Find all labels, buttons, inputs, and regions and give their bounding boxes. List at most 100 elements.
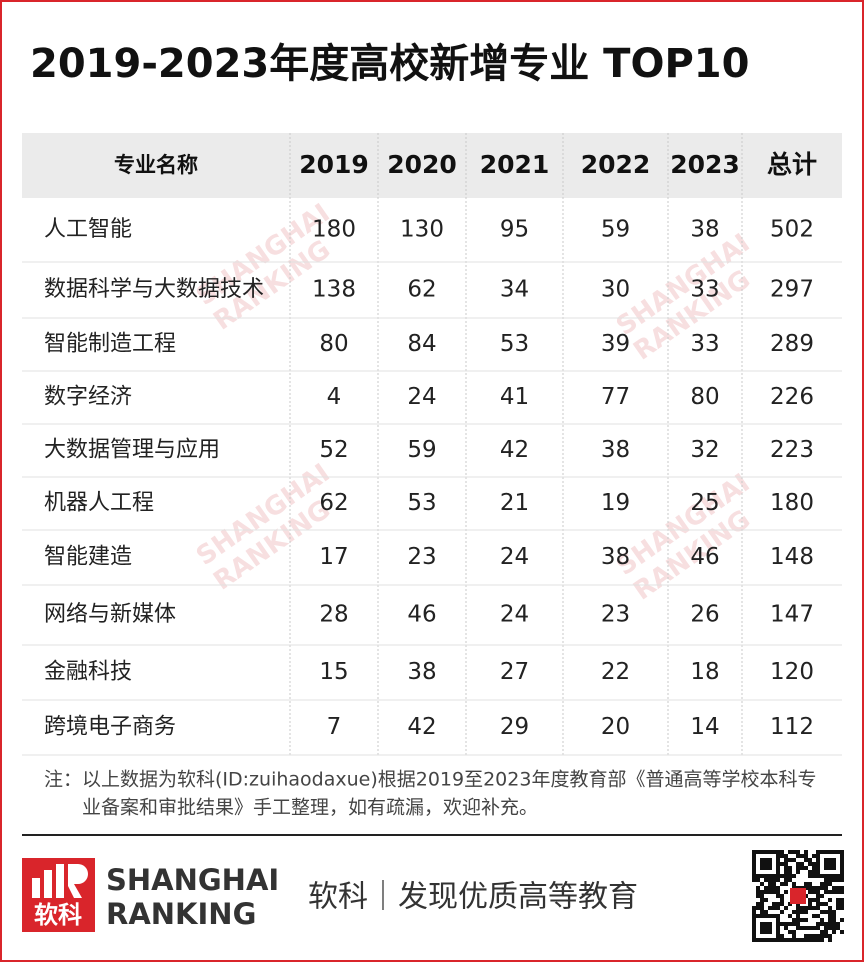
qr-module xyxy=(784,906,788,910)
qr-module xyxy=(832,886,836,890)
qr-module xyxy=(836,902,840,906)
qr-module xyxy=(768,906,772,910)
qr-module xyxy=(792,850,796,854)
qr-module xyxy=(792,930,796,934)
qr-module xyxy=(812,886,816,890)
column-header: 专业名称 xyxy=(114,153,198,177)
qr-module xyxy=(828,878,832,882)
header-bg xyxy=(22,133,842,198)
qr-module xyxy=(796,850,800,854)
qr-module xyxy=(764,890,768,894)
cell: 59 xyxy=(601,217,630,243)
cell: 23 xyxy=(407,544,436,570)
cell: 52 xyxy=(319,437,348,463)
qr-module xyxy=(788,922,792,926)
qr-module xyxy=(808,926,812,930)
qr-module xyxy=(788,874,792,878)
qr-finder xyxy=(752,914,780,942)
qr-module xyxy=(832,926,836,930)
qr-module xyxy=(808,898,812,902)
qr-module xyxy=(780,898,784,902)
qr-module xyxy=(804,934,808,938)
qr-module xyxy=(780,854,784,858)
qr-module xyxy=(824,922,828,926)
qr-module xyxy=(812,898,816,902)
qr-module xyxy=(760,906,764,910)
qr-module xyxy=(824,910,828,914)
qr-module xyxy=(816,894,820,898)
qr-module xyxy=(800,854,804,858)
qr-module xyxy=(816,886,820,890)
qr-module xyxy=(776,886,780,890)
qr-module xyxy=(772,906,776,910)
note-line: 业备案和审批结果》手工整理，如有疏漏，欢迎补充。 xyxy=(82,797,538,819)
cell: 148 xyxy=(770,544,814,570)
qr-module xyxy=(804,858,808,862)
qr-module xyxy=(780,882,784,886)
row-name: 网络与新媒体 xyxy=(44,602,176,627)
qr-module xyxy=(796,910,800,914)
qr-module xyxy=(816,938,820,942)
qr-module xyxy=(828,914,832,918)
qr-module xyxy=(756,894,760,898)
qr-module xyxy=(812,914,816,918)
cell: 130 xyxy=(400,217,444,243)
qr-module xyxy=(824,930,828,934)
column-header: 2021 xyxy=(480,150,550,179)
qr-module xyxy=(768,878,772,882)
qr-module xyxy=(788,914,792,918)
qr-module xyxy=(784,926,788,930)
qr-module xyxy=(756,890,760,894)
qr-module xyxy=(792,910,796,914)
title: 2019-2023年度高校新增专业 TOP10 xyxy=(30,41,749,87)
qr-module xyxy=(824,886,828,890)
qr-module xyxy=(812,870,816,874)
cell: 180 xyxy=(312,217,356,243)
qr-module xyxy=(776,894,780,898)
cell: 33 xyxy=(690,331,719,357)
cell: 33 xyxy=(690,277,719,303)
cell: 24 xyxy=(500,602,529,628)
qr-module xyxy=(780,894,784,898)
qr-module xyxy=(836,926,840,930)
qr-module xyxy=(804,850,808,854)
qr-finder xyxy=(824,858,836,870)
qr-module xyxy=(824,890,828,894)
qr-module xyxy=(840,902,844,906)
cell: 80 xyxy=(690,384,719,410)
cell: 42 xyxy=(500,437,529,463)
cell: 19 xyxy=(601,490,630,516)
qr-module xyxy=(760,894,764,898)
cell: 22 xyxy=(601,659,630,685)
cell: 226 xyxy=(770,384,814,410)
qr-module xyxy=(828,882,832,886)
cell: 27 xyxy=(500,659,529,685)
qr-module xyxy=(804,906,808,910)
qr-module xyxy=(832,878,836,882)
qr-module xyxy=(792,934,796,938)
qr-module xyxy=(796,870,800,874)
qr-module xyxy=(796,914,800,918)
qr-module xyxy=(760,882,764,886)
qr-module xyxy=(776,906,780,910)
qr-module xyxy=(784,854,788,858)
qr-finder xyxy=(760,922,772,934)
qr-module xyxy=(832,922,836,926)
qr-module xyxy=(840,918,844,922)
row-name: 大数据管理与应用 xyxy=(44,438,220,463)
cell: 21 xyxy=(500,490,529,516)
row-name: 人工智能 xyxy=(44,217,132,242)
qr-module xyxy=(808,886,812,890)
qr-module xyxy=(796,926,800,930)
qr-module xyxy=(816,898,820,902)
qr-module xyxy=(804,866,808,870)
qr-module xyxy=(792,938,796,942)
qr-module xyxy=(784,870,788,874)
row-name: 跨境电子商务 xyxy=(44,715,176,740)
qr-module xyxy=(800,906,804,910)
row-name: 智能制造工程 xyxy=(44,332,176,357)
cell: 138 xyxy=(312,277,356,303)
cell: 120 xyxy=(770,659,814,685)
cell: 80 xyxy=(319,331,348,357)
qr-module xyxy=(812,874,816,878)
